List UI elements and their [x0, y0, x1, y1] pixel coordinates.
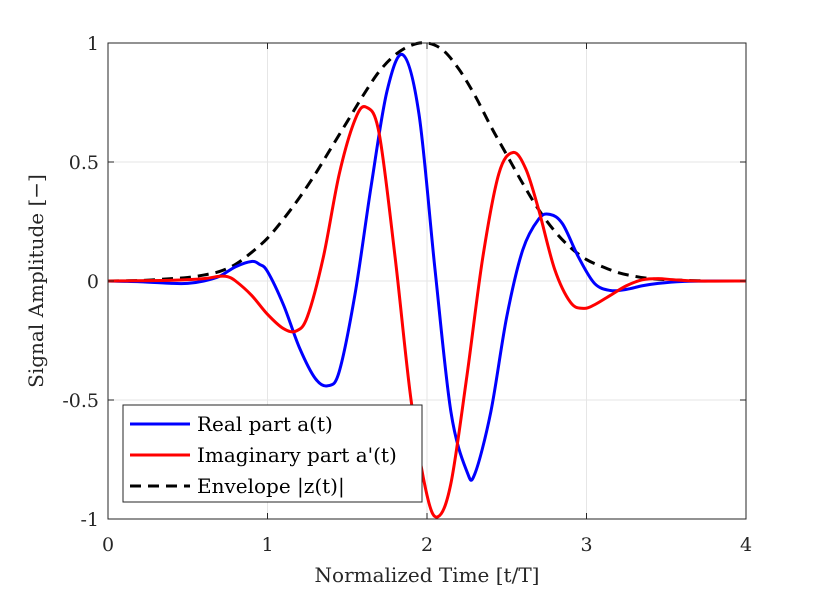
y-tick-label: 1 — [87, 33, 99, 55]
x-tick-label: 3 — [580, 534, 592, 556]
x-tick-label: 0 — [102, 534, 114, 556]
y-tick-label: 0.5 — [69, 152, 99, 174]
series-group — [107, 41, 747, 519]
x-axis-label: Normalized Time [t/T] — [315, 563, 540, 587]
series-line-real-part-a-t — [107, 52, 747, 482]
x-tick-label: 2 — [421, 534, 433, 556]
legend-label: Real part a(t) — [197, 412, 333, 436]
y-axis-label: Signal Amplitude [−] — [24, 174, 48, 388]
legend-label: Envelope |z(t)| — [197, 474, 345, 499]
y-tick-label: -1 — [80, 509, 99, 531]
series-line-envelope-z-t — [107, 41, 747, 283]
legend: Real part a(t) Imaginary part a'(t) Envelo… — [122, 404, 423, 503]
ticks: 0 1 2 3 4 -1 -0.5 0 0.5 1 — [62, 33, 752, 556]
series-line-imaginary-part-a-t — [107, 105, 747, 519]
x-tick-label: 4 — [740, 534, 752, 556]
legend-label: Imaginary part a'(t) — [197, 443, 397, 467]
y-tick-label: -0.5 — [62, 390, 99, 412]
y-tick-label: 0 — [87, 271, 99, 293]
x-tick-label: 1 — [261, 534, 273, 556]
